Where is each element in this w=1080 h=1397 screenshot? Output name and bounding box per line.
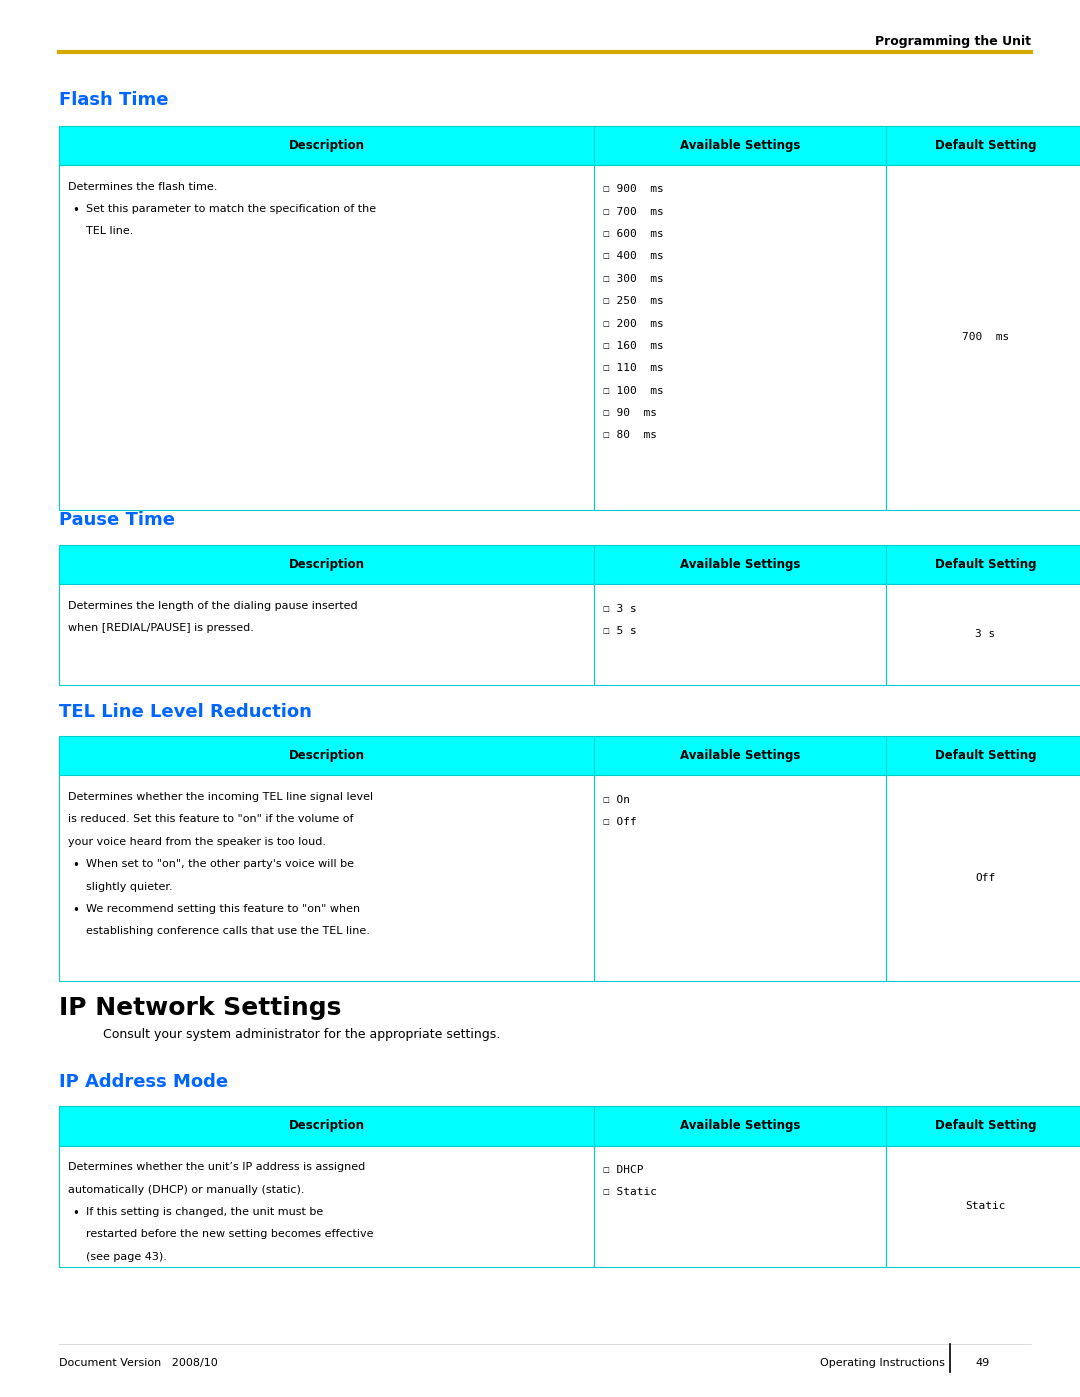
Text: restarted before the new setting becomes effective: restarted before the new setting becomes… [86, 1229, 374, 1239]
Text: Pause Time: Pause Time [59, 511, 175, 529]
Text: 3 s: 3 s [975, 629, 996, 640]
Text: Determines the flash time.: Determines the flash time. [68, 182, 217, 191]
FancyBboxPatch shape [594, 545, 886, 584]
FancyBboxPatch shape [594, 736, 886, 775]
Text: (see page 43).: (see page 43). [86, 1252, 167, 1261]
Text: ☐ On: ☐ On [603, 795, 630, 805]
Text: slightly quieter.: slightly quieter. [86, 882, 173, 891]
Text: ☐ 3 s: ☐ 3 s [603, 604, 636, 613]
Text: Available Settings: Available Settings [679, 749, 800, 763]
FancyBboxPatch shape [594, 1106, 886, 1146]
Text: ☐ 160  ms: ☐ 160 ms [603, 341, 663, 351]
FancyBboxPatch shape [886, 736, 1080, 775]
Text: Programming the Unit: Programming the Unit [876, 35, 1031, 47]
Text: Default Setting: Default Setting [935, 138, 1036, 152]
Text: Determines whether the incoming TEL line signal level: Determines whether the incoming TEL line… [68, 792, 374, 802]
Text: ☐ 110  ms: ☐ 110 ms [603, 363, 663, 373]
Text: Description: Description [288, 557, 365, 571]
FancyBboxPatch shape [886, 584, 1080, 685]
Text: Determines whether the unit’s IP address is assigned: Determines whether the unit’s IP address… [68, 1162, 365, 1172]
Text: ☐ 200  ms: ☐ 200 ms [603, 319, 663, 328]
Text: •: • [72, 904, 79, 916]
Text: If this setting is changed, the unit must be: If this setting is changed, the unit mus… [86, 1207, 324, 1217]
Text: Description: Description [288, 1119, 365, 1133]
FancyBboxPatch shape [886, 126, 1080, 165]
Text: ☐ 100  ms: ☐ 100 ms [603, 386, 663, 395]
Text: We recommend setting this feature to "on" when: We recommend setting this feature to "on… [86, 904, 361, 914]
FancyBboxPatch shape [59, 775, 594, 981]
Text: ☐ 250  ms: ☐ 250 ms [603, 296, 663, 306]
Text: •: • [72, 1207, 79, 1220]
Text: Off: Off [975, 873, 996, 883]
FancyBboxPatch shape [59, 126, 594, 165]
Text: 49: 49 [975, 1358, 990, 1368]
FancyBboxPatch shape [886, 1146, 1080, 1267]
Text: ☐ 5 s: ☐ 5 s [603, 626, 636, 636]
Text: ☐ 600  ms: ☐ 600 ms [603, 229, 663, 239]
Text: ☐ 90  ms: ☐ 90 ms [603, 408, 657, 418]
Text: automatically (DHCP) or manually (static).: automatically (DHCP) or manually (static… [68, 1185, 305, 1194]
Text: Description: Description [288, 138, 365, 152]
Text: Determines the length of the dialing pause inserted: Determines the length of the dialing pau… [68, 601, 357, 610]
Text: Operating Instructions: Operating Instructions [820, 1358, 945, 1368]
FancyBboxPatch shape [594, 775, 886, 981]
Text: ☐ 700  ms: ☐ 700 ms [603, 207, 663, 217]
FancyBboxPatch shape [59, 165, 594, 510]
Text: 700  ms: 700 ms [962, 332, 1009, 342]
Text: when [REDIAL/PAUSE] is pressed.: when [REDIAL/PAUSE] is pressed. [68, 623, 254, 633]
Text: ☐ DHCP: ☐ DHCP [603, 1165, 644, 1175]
Text: Default Setting: Default Setting [935, 749, 1036, 763]
Text: ☐ 400  ms: ☐ 400 ms [603, 251, 663, 261]
Text: your voice heard from the speaker is too loud.: your voice heard from the speaker is too… [68, 837, 326, 847]
Text: Description: Description [288, 749, 365, 763]
Text: •: • [72, 859, 79, 872]
FancyBboxPatch shape [59, 545, 594, 584]
Text: Flash Time: Flash Time [59, 91, 168, 109]
FancyBboxPatch shape [594, 584, 886, 685]
Text: TEL Line Level Reduction: TEL Line Level Reduction [59, 703, 312, 721]
FancyBboxPatch shape [594, 165, 886, 510]
FancyBboxPatch shape [886, 165, 1080, 510]
Text: Consult your system administrator for the appropriate settings.: Consult your system administrator for th… [103, 1028, 500, 1041]
FancyBboxPatch shape [594, 126, 886, 165]
FancyBboxPatch shape [886, 1106, 1080, 1146]
Text: Set this parameter to match the specification of the: Set this parameter to match the specific… [86, 204, 377, 214]
Text: Available Settings: Available Settings [679, 557, 800, 571]
Text: When set to "on", the other party's voice will be: When set to "on", the other party's voic… [86, 859, 354, 869]
FancyBboxPatch shape [594, 1146, 886, 1267]
Text: is reduced. Set this feature to "on" if the volume of: is reduced. Set this feature to "on" if … [68, 814, 353, 824]
FancyBboxPatch shape [59, 736, 594, 775]
Text: Static: Static [966, 1201, 1005, 1211]
Text: TEL line.: TEL line. [86, 226, 134, 236]
FancyBboxPatch shape [886, 775, 1080, 981]
Text: IP Network Settings: IP Network Settings [59, 996, 341, 1020]
Text: ☐ 900  ms: ☐ 900 ms [603, 184, 663, 194]
Text: ☐ Static: ☐ Static [603, 1187, 657, 1197]
FancyBboxPatch shape [59, 584, 594, 685]
Text: ☐ Off: ☐ Off [603, 817, 636, 827]
FancyBboxPatch shape [886, 545, 1080, 584]
Text: Default Setting: Default Setting [935, 557, 1036, 571]
Text: ☐ 300  ms: ☐ 300 ms [603, 274, 663, 284]
Text: ☐ 80  ms: ☐ 80 ms [603, 430, 657, 440]
Text: Available Settings: Available Settings [679, 1119, 800, 1133]
Text: Default Setting: Default Setting [935, 1119, 1036, 1133]
Text: Document Version   2008/10: Document Version 2008/10 [59, 1358, 218, 1368]
FancyBboxPatch shape [59, 1106, 594, 1146]
Text: Available Settings: Available Settings [679, 138, 800, 152]
Text: establishing conference calls that use the TEL line.: establishing conference calls that use t… [86, 926, 370, 936]
Text: •: • [72, 204, 79, 217]
FancyBboxPatch shape [59, 1146, 594, 1267]
Text: IP Address Mode: IP Address Mode [59, 1073, 229, 1091]
